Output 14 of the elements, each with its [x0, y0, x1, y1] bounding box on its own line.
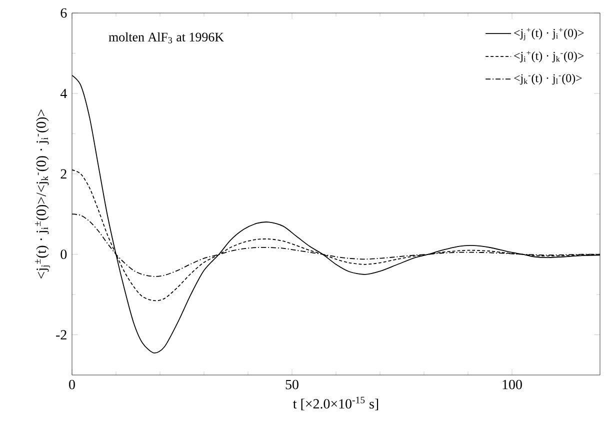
- x-tick-label: 100: [502, 380, 522, 390]
- y-tick-label: 6: [60, 8, 67, 18]
- y-tick-label: 2: [60, 169, 66, 179]
- y-tick-label: 0: [60, 250, 67, 260]
- x-axis-title: t [×2.0×10$^{-15}$ s]: [293, 396, 378, 410]
- annotation: molten AlF$_{3}$ at 1996K: [108, 32, 224, 44]
- text: <j$_{j}$$^{±}$(t) · j$_{i}$$^{±}$(0)>/<j$_{k}$$^{-}$(0) · j$_{i}$$^{-}$(0)>: [35, 110, 50, 278]
- legend-label: <j$_{i}$$^{+}$(t) · j$_{k}$$^{-}$(0)>: [514, 50, 584, 62]
- x-tick-label: 50: [286, 380, 298, 390]
- x-tick-label: 0: [69, 380, 75, 390]
- legend-label: <j$_{k}$$^{-}$(t) · j$_{l}$$^{-}$(0)>: [514, 74, 582, 85]
- legend-label: <j$_{j}$$^{+}$(t) · j$_{i}$$^{+}$(0)>: [514, 28, 584, 40]
- y-tick-label: 4: [60, 88, 67, 98]
- y-tick-label: -2: [56, 330, 66, 340]
